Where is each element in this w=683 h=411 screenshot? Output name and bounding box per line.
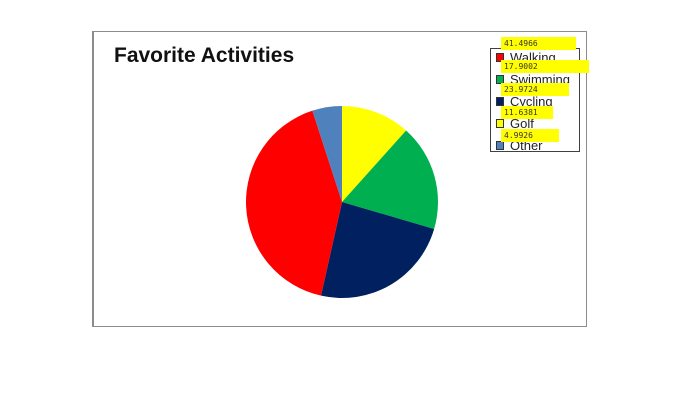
legend-item-golf: Golf bbox=[496, 115, 636, 133]
legend-swatch bbox=[496, 97, 504, 106]
chart-area: Favorite Activities Walking Swimming Cycli… bbox=[92, 31, 589, 327]
pie-slice-other bbox=[312, 106, 342, 202]
legend-item-cycling: Cycling bbox=[496, 93, 636, 111]
legend-swatch bbox=[496, 75, 504, 84]
value-label-walking: 41.4966 bbox=[501, 37, 576, 50]
pie-slice-walking bbox=[246, 110, 342, 296]
legend-label: Golf bbox=[510, 116, 534, 131]
legend-label: Cycling bbox=[510, 94, 553, 109]
pie-slice-cycling bbox=[320, 202, 435, 298]
legend-swatch bbox=[496, 119, 504, 128]
chart-title: Favorite Activities bbox=[114, 44, 295, 67]
value-label-cycling: 23.9724 bbox=[501, 83, 569, 96]
legend-swatch bbox=[496, 141, 504, 150]
value-label-golf: 11.6381 bbox=[501, 106, 553, 119]
pie-chart bbox=[246, 106, 438, 298]
pie-slice-swimming bbox=[342, 130, 438, 230]
value-label-other: 4.9926 bbox=[501, 129, 559, 142]
legend-swatch bbox=[496, 53, 504, 62]
pie-slice-golf bbox=[342, 106, 407, 202]
value-label-swimming: 17.9002 bbox=[501, 60, 589, 73]
